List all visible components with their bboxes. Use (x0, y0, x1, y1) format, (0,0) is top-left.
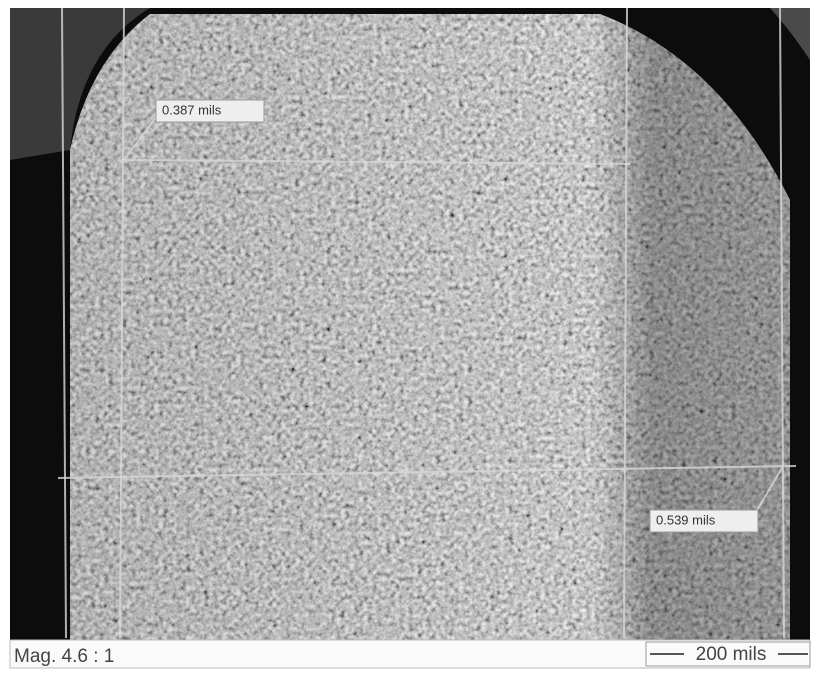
page: 0.387 mils 0.539 mils Mag. 4.6 : 1 200 m… (0, 0, 818, 674)
measurement-label: 0.387 mils (162, 102, 222, 117)
micrograph: 0.387 mils 0.539 mils Mag. 4.6 : 1 200 m… (0, 0, 818, 674)
scale-label: 200 mils (696, 644, 767, 665)
measurement-label: 0.539 mils (656, 512, 716, 527)
magnification: Mag. 4.6 : 1 (14, 646, 114, 667)
